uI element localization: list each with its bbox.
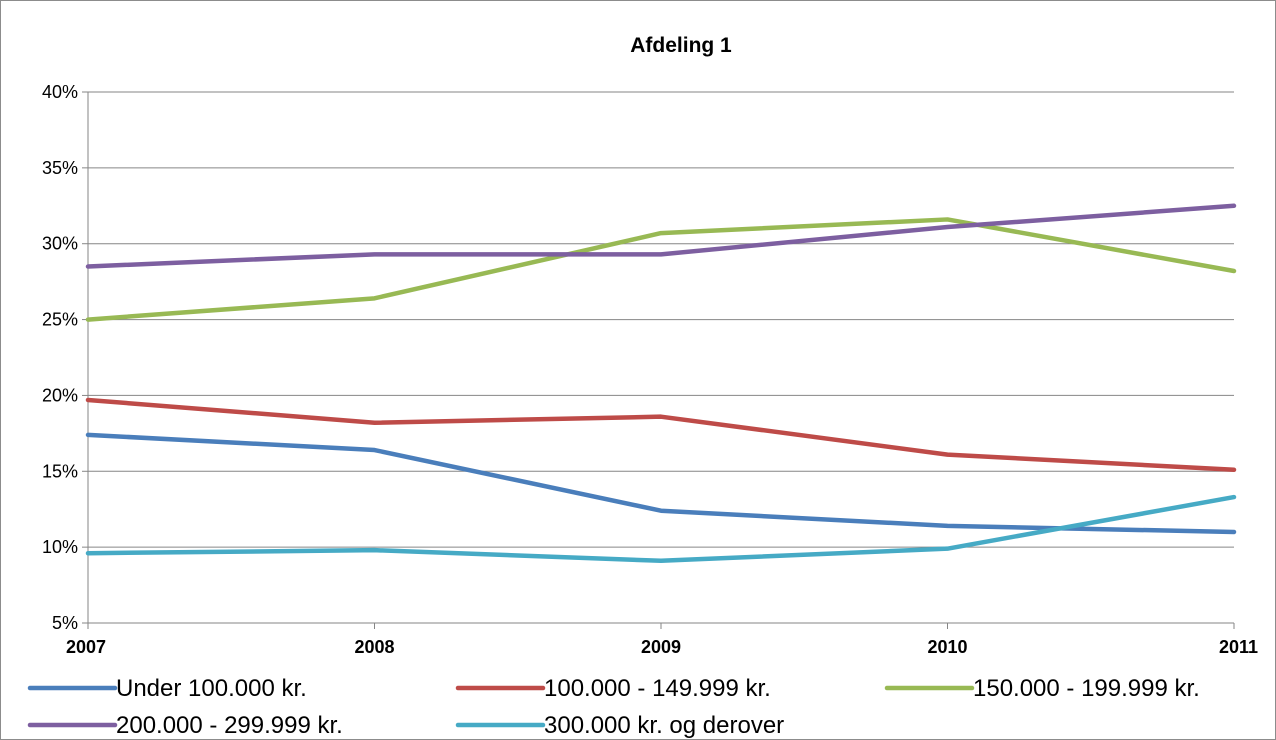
series-lines bbox=[85, 203, 1237, 564]
x-tick-label: 2011 bbox=[1219, 637, 1258, 657]
x-tick-label: 2008 bbox=[354, 637, 394, 657]
axes: 5% 10% 15% 20% 25% 30% 35% 40% 2007 2008 2009 2010 2… bbox=[42, 82, 1258, 657]
legend-item: 300.000 kr. og derover bbox=[455, 712, 784, 739]
legend-item: Under 100.000 kr. bbox=[27, 675, 307, 702]
legend-label: 300.000 kr. og derover bbox=[544, 712, 784, 739]
legend-item: 150.000 - 199.999 kr. bbox=[884, 675, 1200, 702]
gridlines bbox=[88, 91, 1234, 548]
legend-label: Under 100.000 kr. bbox=[116, 675, 307, 702]
y-tick-label: 20% bbox=[42, 385, 78, 405]
legend-label: 200.000 - 299.999 kr. bbox=[116, 712, 343, 739]
series-line-5 bbox=[85, 494, 1237, 564]
y-tick-label: 35% bbox=[42, 158, 78, 178]
y-tick-label: 5% bbox=[52, 613, 78, 633]
y-tick-label: 40% bbox=[42, 82, 78, 102]
series-line-1 bbox=[85, 432, 1237, 535]
legend-item: 100.000 - 149.999 kr. bbox=[455, 675, 771, 702]
series-line-4 bbox=[85, 203, 1237, 269]
series-line-2 bbox=[85, 397, 1237, 473]
chart-title: Afdeling 1 bbox=[630, 34, 732, 57]
legend-item: 200.000 - 299.999 kr. bbox=[27, 712, 343, 739]
legend-label: 100.000 - 149.999 kr. bbox=[544, 675, 771, 702]
x-tick-label: 2010 bbox=[927, 637, 967, 657]
y-tick-label: 15% bbox=[42, 461, 78, 481]
y-tick-label: 30% bbox=[42, 234, 78, 254]
y-tick-label: 25% bbox=[42, 310, 78, 330]
legend: Under 100.000 kr. 100.000 - 149.999 kr. 15… bbox=[27, 675, 1200, 739]
x-tick-label: 2009 bbox=[641, 637, 681, 657]
y-tick-label: 10% bbox=[42, 537, 78, 557]
series-line-3 bbox=[85, 217, 1237, 322]
legend-label: 150.000 - 199.999 kr. bbox=[973, 675, 1200, 702]
x-tick-label: 2007 bbox=[66, 637, 106, 657]
